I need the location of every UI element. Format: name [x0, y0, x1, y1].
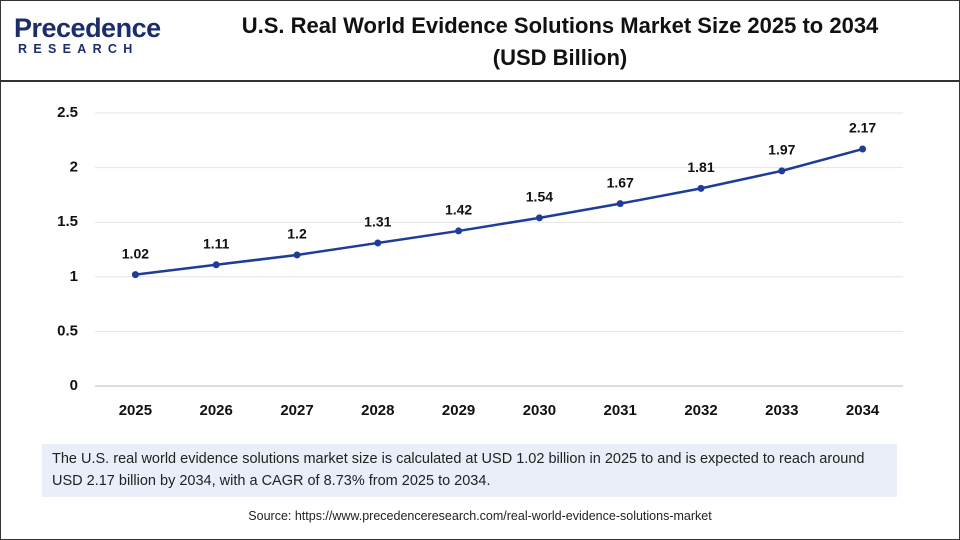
chart-subtitle: (USD Billion) — [492, 45, 628, 70]
y-tick-label: 0.5 — [57, 322, 78, 339]
marker — [212, 261, 220, 269]
y-tick-label: 1.5 — [57, 213, 78, 230]
data-label: 1.2 — [287, 226, 307, 242]
x-tick-label: 2031 — [604, 402, 637, 419]
marker — [535, 214, 543, 222]
marker — [455, 227, 463, 235]
chart-title: U.S. Real World Evidence Solutions Marke… — [241, 13, 879, 38]
y-tick-label: 2.5 — [57, 104, 78, 121]
x-tick-label: 2026 — [200, 402, 233, 419]
x-tick-label: 2028 — [361, 402, 394, 419]
separator — [0, 80, 960, 82]
data-label: 1.31 — [364, 214, 391, 230]
marker — [616, 200, 624, 208]
line — [135, 147, 863, 276]
description: The U.S. real world evidence solutions m… — [42, 444, 897, 497]
y-tick-label: 1 — [70, 268, 78, 285]
marker — [778, 167, 786, 175]
marker — [374, 239, 382, 247]
source: Source: https://www.precedenceresearch.c… — [248, 509, 712, 523]
marker — [697, 184, 705, 192]
y-tick-label: 2 — [70, 159, 78, 176]
data-label: 1.54 — [526, 189, 553, 205]
x-tick-label: 2027 — [280, 402, 313, 419]
x-tick-label: 2033 — [765, 402, 798, 419]
chart-title-block: U.S. Real World Evidence Solutions Marke… — [180, 10, 940, 74]
data-label: 1.11 — [203, 235, 230, 251]
data-label: 1.97 — [768, 142, 795, 158]
y-tick-label: 0 — [70, 377, 78, 394]
data-label: 1.02 — [122, 245, 149, 261]
marker — [131, 271, 139, 279]
x-tick-label: 2034 — [846, 402, 880, 419]
marker — [293, 251, 301, 259]
x-tick-label: 2029 — [442, 402, 475, 419]
logo-name: Precedence — [14, 13, 161, 43]
data-label: 1.42 — [445, 202, 472, 218]
x-tick-label: 2030 — [523, 402, 556, 419]
x-tick-label: 2025 — [119, 402, 152, 419]
data-label: 1.67 — [607, 174, 634, 190]
marker — [859, 145, 867, 153]
logo-tagline: RESEARCH — [18, 42, 139, 56]
data-label: 2.17 — [849, 120, 876, 136]
x-tick-label: 2032 — [684, 402, 717, 419]
logo: Precedence RESEARCH — [14, 14, 164, 56]
data-label: 1.81 — [687, 159, 714, 175]
